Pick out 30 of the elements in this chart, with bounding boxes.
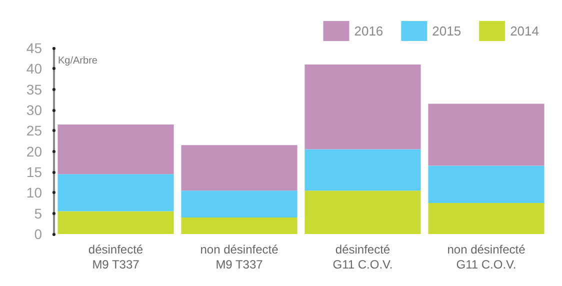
bar	[428, 203, 544, 234]
bar	[58, 211, 174, 234]
bar	[304, 149, 421, 191]
y-axis-title: Kg/Arbre	[58, 56, 98, 66]
y-tick-label: 5	[34, 205, 42, 222]
legend-label: 2014	[510, 24, 539, 38]
y-tick-label: 35	[26, 81, 42, 98]
bar	[428, 104, 544, 166]
x-tick-label: désinfecté G11 C.O.V.	[332, 242, 393, 272]
y-tick-label: 15	[26, 164, 42, 180]
y-tick-label: 10	[26, 184, 42, 201]
y-tick-label: 20	[26, 143, 42, 160]
bar	[181, 145, 298, 191]
bar	[181, 190, 298, 218]
x-tick-label: non désinfecté G11 C.O.V.	[447, 242, 526, 272]
legend-label: 2015	[432, 24, 462, 38]
y-tick-label: 0	[34, 226, 42, 242]
bar	[304, 64, 421, 150]
bar	[58, 174, 174, 212]
y-tick-label: 30	[26, 102, 42, 118]
bar	[58, 124, 174, 174]
x-tick-label: désinfecté M9 T337	[88, 242, 144, 272]
x-tick-label: non désinfecté M9 T337	[200, 242, 279, 272]
bar	[181, 217, 298, 234]
bar	[428, 166, 544, 203]
y-tick-label: 40	[26, 60, 42, 77]
legend-label: 2016	[354, 24, 384, 38]
y-tick-label: 45	[26, 40, 42, 56]
y-tick-label: 25	[26, 122, 42, 139]
bar	[304, 190, 421, 234]
